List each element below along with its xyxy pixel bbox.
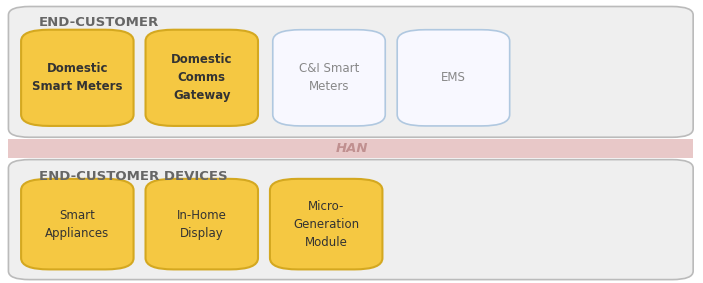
Text: Micro-
Generation
Module: Micro- Generation Module	[293, 200, 359, 249]
Bar	[8, 139, 693, 158]
FancyBboxPatch shape	[146, 30, 258, 126]
FancyBboxPatch shape	[273, 30, 385, 126]
Text: Smart
Appliances: Smart Appliances	[45, 209, 110, 240]
FancyBboxPatch shape	[8, 160, 693, 280]
Text: Domestic
Comms
Gateway: Domestic Comms Gateway	[171, 53, 233, 102]
Text: END-CUSTOMER DEVICES: END-CUSTOMER DEVICES	[39, 170, 227, 183]
Text: C&I Smart
Meters: C&I Smart Meters	[299, 62, 359, 93]
FancyBboxPatch shape	[397, 30, 510, 126]
Text: HAN: HAN	[335, 142, 368, 155]
Text: Domestic
Smart Meters: Domestic Smart Meters	[32, 62, 122, 93]
Text: END-CUSTOMER: END-CUSTOMER	[39, 16, 159, 29]
FancyBboxPatch shape	[270, 179, 382, 269]
FancyBboxPatch shape	[21, 30, 134, 126]
Text: In-Home
Display: In-Home Display	[177, 209, 226, 240]
FancyBboxPatch shape	[146, 179, 258, 269]
FancyBboxPatch shape	[21, 179, 134, 269]
Text: EMS: EMS	[441, 71, 466, 84]
FancyBboxPatch shape	[8, 7, 693, 137]
